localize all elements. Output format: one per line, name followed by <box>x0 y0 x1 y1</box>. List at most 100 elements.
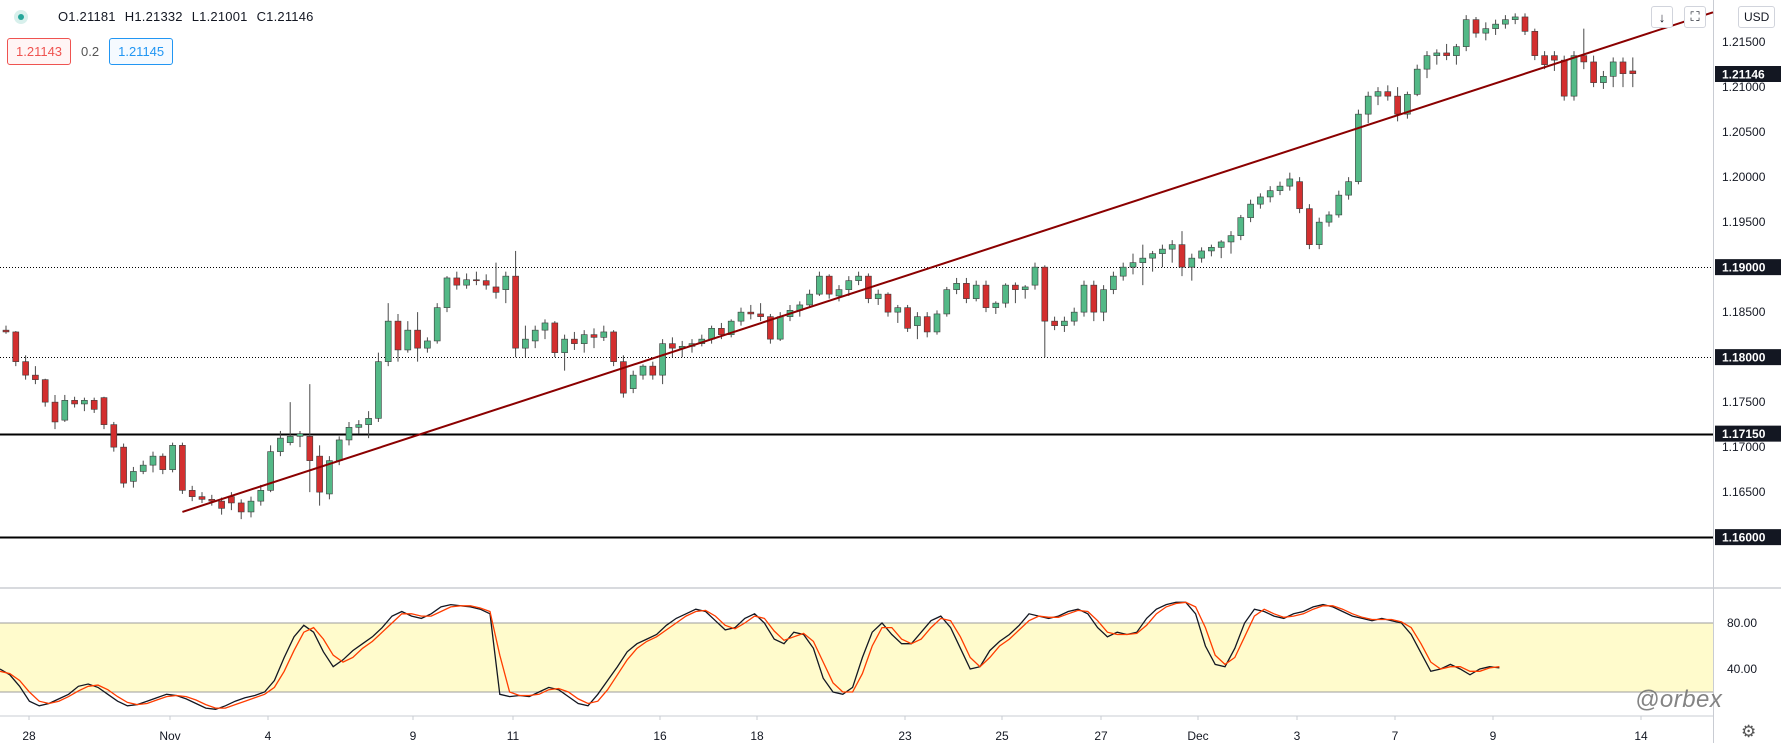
time-tick-label: Dec <box>1187 729 1208 743</box>
candle <box>188 485 196 502</box>
time-tick-label: 27 <box>1094 729 1108 743</box>
candle-body <box>1178 244 1186 268</box>
arrow-down-icon[interactable]: ↓ <box>1651 6 1673 28</box>
candle-body <box>855 275 862 281</box>
candle <box>1031 262 1039 290</box>
candle-body <box>1061 320 1068 326</box>
candle-body <box>1521 16 1529 32</box>
candle-body <box>1286 178 1294 187</box>
candle <box>375 352 382 422</box>
price-tick-label: 1.20500 <box>1722 125 1766 139</box>
candle-body <box>1423 55 1431 70</box>
candle <box>1551 51 1558 71</box>
open-value: O1.21181 <box>58 9 116 24</box>
candle-body <box>737 311 745 322</box>
candle-body <box>972 284 980 299</box>
candle <box>1443 43 1450 61</box>
candle-body <box>1345 181 1352 196</box>
candle <box>816 271 823 296</box>
candle-body <box>1374 91 1382 97</box>
candle-body <box>1247 203 1254 218</box>
candle-body <box>1296 181 1303 209</box>
candle-body <box>22 361 29 376</box>
candle-body <box>1227 235 1235 243</box>
candle-body <box>188 490 196 497</box>
candle <box>757 303 764 322</box>
candle <box>1355 109 1362 185</box>
candle <box>345 421 353 446</box>
candle <box>580 330 588 353</box>
candle-body <box>639 365 647 376</box>
candle-body <box>914 316 921 326</box>
candle-body <box>1306 208 1313 245</box>
fullscreen-icon[interactable]: ⛶ <box>1684 6 1706 28</box>
buy-button[interactable]: 1.21145 <box>109 38 174 65</box>
candle-body <box>110 424 118 448</box>
candle-body <box>1266 190 1274 198</box>
candle-body <box>1335 194 1343 216</box>
price-label-text: 1.18000 <box>1722 351 1766 365</box>
spread-value: 0.2 <box>81 44 100 59</box>
candle <box>698 334 706 347</box>
candle <box>1541 51 1548 70</box>
candle-body <box>571 338 578 344</box>
candle-body <box>904 307 911 329</box>
gear-icon[interactable]: ⚙ <box>1741 722 1757 741</box>
candle-body <box>1570 55 1578 97</box>
candle <box>1061 316 1068 332</box>
candle <box>1070 307 1078 326</box>
candle-body <box>1433 52 1441 56</box>
candle-body <box>345 427 353 441</box>
candle-body <box>335 439 343 461</box>
candle-body <box>384 320 392 362</box>
candle <box>1286 172 1294 191</box>
market-status-icon <box>14 9 28 24</box>
candle <box>914 312 921 340</box>
trendline <box>182 11 1714 513</box>
candle <box>1384 85 1392 101</box>
candle-body <box>433 307 441 342</box>
candle-body <box>149 455 157 466</box>
candle-body <box>316 455 323 493</box>
candle <box>1413 64 1421 97</box>
candle-body <box>482 280 490 286</box>
currency-button[interactable]: USD <box>1738 6 1776 28</box>
candle-body <box>1453 46 1460 56</box>
candle-body <box>41 379 49 403</box>
time-tick-label: 9 <box>410 729 417 743</box>
trendline-line <box>182 11 1714 513</box>
candle <box>1462 15 1470 52</box>
candle-body <box>32 374 39 380</box>
time-tick-label: 3 <box>1294 729 1301 743</box>
candle <box>1012 282 1019 304</box>
sell-button[interactable]: 1.21143 <box>7 38 72 65</box>
candle-body <box>375 361 382 419</box>
time-tick-label: 14 <box>1634 729 1648 743</box>
candle <box>963 277 970 304</box>
candle-body <box>453 277 461 286</box>
candle-body <box>100 397 108 425</box>
candle-body <box>884 293 892 313</box>
candle <box>992 301 1000 314</box>
candle <box>316 445 323 506</box>
candle <box>1021 285 1029 299</box>
time-tick-label: 16 <box>653 729 667 743</box>
high-value: H1.21332 <box>124 9 183 24</box>
candle-body <box>1149 253 1156 259</box>
price-tick-label: 1.16500 <box>1722 485 1766 499</box>
candle-body <box>982 284 990 308</box>
candle <box>904 304 911 332</box>
candle <box>1149 250 1156 272</box>
candle-body <box>463 279 470 286</box>
candle <box>1335 190 1343 218</box>
candle <box>149 451 157 473</box>
candle-body <box>1502 19 1509 25</box>
candle-body <box>257 490 265 502</box>
candle-body <box>992 302 1000 308</box>
candle <box>1129 253 1137 275</box>
candle <box>737 307 745 326</box>
candle <box>1080 280 1088 317</box>
price-label-box <box>1715 259 1781 276</box>
candle <box>571 331 578 350</box>
